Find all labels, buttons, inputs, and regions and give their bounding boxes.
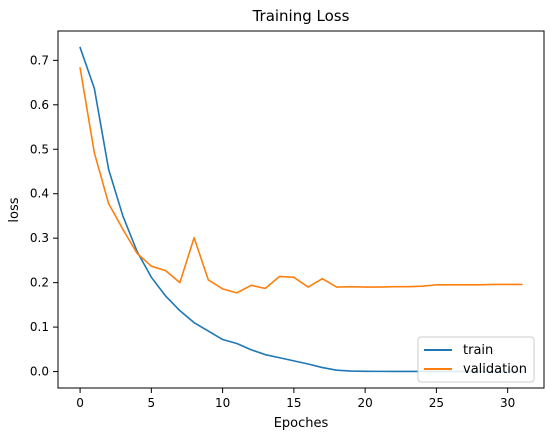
legend-label-train: train — [463, 343, 493, 358]
y-axis-label: loss — [7, 197, 22, 222]
x-tick-label: 30 — [500, 396, 515, 410]
series-line-validation — [79, 67, 523, 294]
x-tick-label: 15 — [286, 396, 301, 410]
y-tick-label: 0.4 — [30, 187, 49, 201]
x-tick-label: 0 — [76, 396, 84, 410]
x-tick-label: 20 — [357, 396, 372, 410]
x-axis-label: Epoches — [274, 416, 329, 431]
y-tick-label: 0.5 — [30, 142, 49, 156]
x-tick-label: 25 — [429, 396, 444, 410]
y-tick-label: 0.6 — [30, 98, 49, 112]
axis-ticks: 0 5 10 15 20 25 30 0.0 0.1 0.2 0.3 0.4 0.5 0.6 0.7 — [30, 53, 515, 410]
y-tick-label: 0.3 — [30, 231, 49, 245]
legend-box — [417, 336, 535, 383]
plot-frame — [57, 30, 545, 389]
x-tick-label: 5 — [148, 396, 156, 410]
y-tick-label: 0.0 — [30, 365, 49, 379]
y-tick-label: 0.2 — [30, 276, 49, 290]
chart-title: Training Loss — [252, 7, 350, 25]
y-tick-label: 0.7 — [30, 53, 49, 67]
y-tick-label: 0.1 — [30, 320, 49, 334]
x-tick-label: 10 — [215, 396, 230, 410]
legend-label-validation: validation — [463, 362, 527, 377]
legend: train validation — [417, 336, 535, 383]
